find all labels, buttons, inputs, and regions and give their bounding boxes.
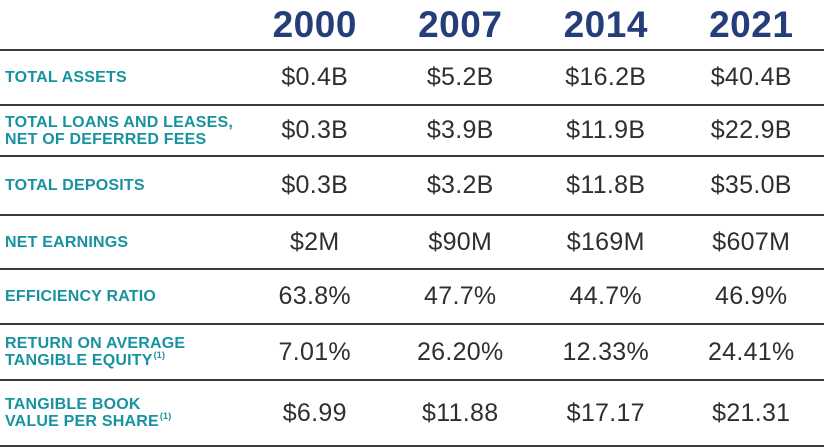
row-label: TANGIBLE BOOK VALUE PER SHARE(1): [0, 380, 242, 446]
value-cell: $90M: [428, 227, 493, 256]
value-cell: $0.3B: [281, 116, 349, 144]
row-label-text: NET EARNINGS: [5, 233, 129, 251]
row-label-text: TOTAL ASSETS: [5, 69, 127, 86]
row-label: EFFICIENCY RATIO: [0, 269, 242, 324]
row-label-line: VALUE PER SHARE(1): [5, 410, 242, 430]
year-header: 2007: [418, 4, 503, 45]
row-label-line: TOTAL DEPOSITS: [5, 177, 242, 194]
table-row: NET EARNINGS $2M $90M $169M $607M: [0, 215, 824, 269]
value-cell: $35.0B: [710, 171, 792, 199]
value-cell: $2M: [289, 227, 340, 256]
year-header: 2021: [709, 4, 794, 45]
value-cell: $6.99: [282, 398, 347, 427]
row-label-text: RETURN ON AVERAGE: [5, 335, 186, 352]
row-label: TOTAL ASSETS: [0, 50, 242, 105]
footnote-marker: (1): [153, 349, 166, 360]
table-head: 2000 2007 2014 2021: [0, 0, 824, 50]
table-row: TOTAL DEPOSITS $0.3B $3.2B $11.8B $35.0B: [0, 156, 824, 215]
value-cell: $11.9B: [566, 116, 646, 144]
value-cell: $5.2B: [426, 63, 494, 91]
value-cell: $169M: [566, 227, 645, 256]
value-cell: $11.88: [422, 398, 499, 427]
value-cell: $11.8B: [566, 171, 646, 199]
value-cell: $3.9B: [426, 116, 494, 144]
value-cell: 26.20%: [416, 337, 504, 366]
value-cell: $3.2B: [426, 171, 494, 199]
row-label-text: TOTAL DEPOSITS: [5, 177, 145, 194]
table-row: TANGIBLE BOOK VALUE PER SHARE(1) $6.99 $11.…: [0, 380, 824, 446]
row-label-line: RETURN ON AVERAGE: [5, 335, 242, 352]
table-body: TOTAL ASSETS $0.4B $5.2B $16.2B $40.4B TOTAL …: [0, 50, 824, 446]
header-row: 2000 2007 2014 2021: [0, 0, 824, 50]
year-header: 2000: [272, 4, 357, 45]
value-cell: 7.01%: [278, 337, 351, 366]
table-row: EFFICIENCY RATIO 63.8% 47.7% 44.7% 46.9%: [0, 269, 824, 324]
row-label: NET EARNINGS: [0, 215, 242, 269]
row-label-line: NET EARNINGS: [5, 234, 242, 251]
row-label-line: TANGIBLE EQUITY(1): [5, 349, 242, 369]
table-row: RETURN ON AVERAGE TANGIBLE EQUITY(1) 7.01%…: [0, 324, 824, 380]
header-corner-cell: [0, 0, 242, 50]
value-cell: 24.41%: [707, 337, 795, 366]
row-label-text: VALUE PER SHARE: [5, 413, 159, 430]
row-label-line: NET OF DEFERRED FEES: [5, 131, 242, 148]
row-label-text: TANGIBLE BOOK: [5, 396, 141, 413]
row-label-text: TOTAL LOANS AND LEASES,: [5, 113, 234, 131]
row-label-text: NET OF DEFERRED FEES: [5, 130, 207, 148]
value-cell: 44.7%: [569, 282, 642, 310]
row-label-line: TANGIBLE BOOK: [5, 396, 242, 413]
year-header: 2014: [563, 4, 648, 45]
row-label-line: TOTAL ASSETS: [5, 69, 242, 86]
value-cell: $0.3B: [281, 171, 349, 199]
row-label-text: TANGIBLE EQUITY: [5, 352, 153, 369]
row-label: TOTAL DEPOSITS: [0, 156, 242, 215]
row-label-text: EFFICIENCY RATIO: [5, 288, 157, 305]
value-cell: $16.2B: [565, 63, 647, 91]
value-cell: $607M: [712, 227, 791, 256]
value-cell: $40.4B: [710, 63, 792, 91]
table-row: TOTAL ASSETS $0.4B $5.2B $16.2B $40.4B: [0, 50, 824, 105]
value-cell: 12.33%: [562, 337, 650, 366]
row-label-line: EFFICIENCY RATIO: [5, 288, 242, 305]
row-label: RETURN ON AVERAGE TANGIBLE EQUITY(1): [0, 324, 242, 380]
value-cell: $17.17: [566, 398, 645, 427]
value-cell: 47.7%: [424, 282, 497, 310]
value-cell: 46.9%: [715, 282, 788, 310]
table-row: TOTAL LOANS AND LEASES, NET OF DEFERRED F…: [0, 105, 824, 156]
value-cell: $0.4B: [281, 63, 349, 91]
value-cell: $21.31: [712, 398, 791, 427]
row-label: TOTAL LOANS AND LEASES, NET OF DEFERRED F…: [0, 105, 242, 156]
value-cell: $22.9B: [710, 116, 792, 144]
row-label-line: TOTAL LOANS AND LEASES,: [5, 114, 242, 131]
footnote-marker: (1): [159, 410, 172, 421]
value-cell: 63.8%: [278, 282, 351, 310]
